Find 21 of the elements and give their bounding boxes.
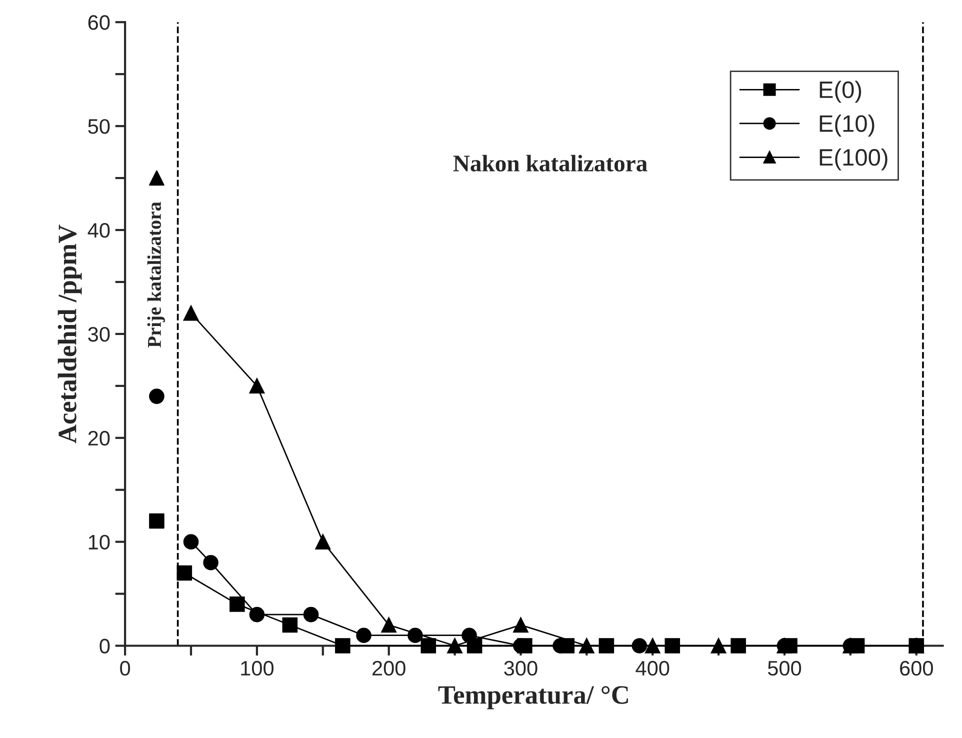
x-tick-label: 200 [372,660,406,676]
y-tick-label: 40 [88,223,110,238]
legend-label: E(0) [820,80,862,103]
y-tick-label: 60 [88,15,110,30]
y-tick-label: 50 [88,119,110,134]
x-tick-label: 100 [241,660,274,676]
x-axis-title: Temperatura/ °C [438,686,628,710]
y-tick-label: 10 [88,534,110,550]
annotation: Nakon katalizatora [453,154,648,172]
legend-label: E(100) [820,148,888,170]
legend-label: E(10) [820,114,874,137]
annotation: Prije katalizatora [147,202,165,348]
x-tick-label: 400 [636,660,670,676]
x-tick-label: 500 [768,660,802,676]
y-axis-title: Acetaldehid /ppmV [58,224,82,444]
x-tick-label: 0 [120,660,130,676]
x-tick-label: 600 [900,660,933,676]
y-tick-label: 0 [100,638,110,654]
y-tick-label: 30 [88,326,110,342]
x-tick-label: 300 [504,660,538,676]
y-tick-label: 20 [88,430,110,446]
